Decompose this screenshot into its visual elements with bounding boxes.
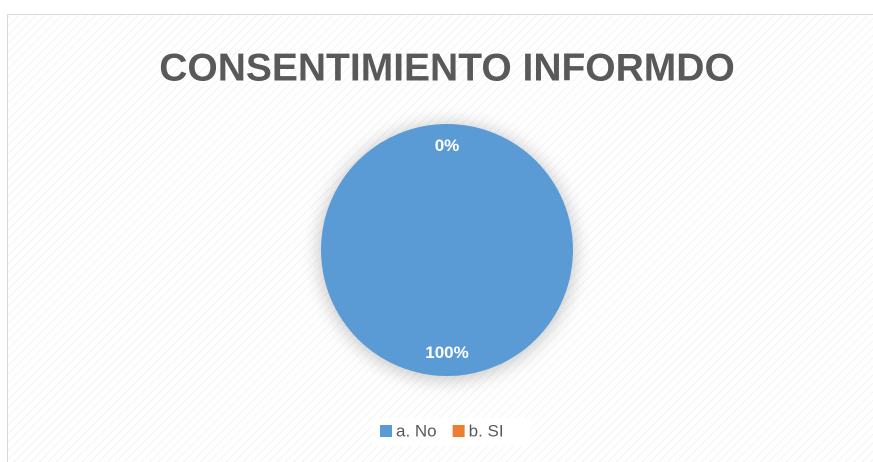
data-label: 0% (435, 136, 460, 155)
legend-swatch (380, 425, 392, 437)
data-label: 100% (425, 343, 468, 362)
legend-label: a. No (396, 421, 437, 440)
legend-swatch (452, 425, 465, 437)
legend: a. No b. SI (380, 421, 504, 440)
legend-label: b. SI (469, 421, 504, 440)
data-labels: 100% 0% (425, 136, 468, 362)
chart-title: CONSENTIMIENTO INFORMDO (159, 46, 735, 89)
pie-slice (321, 124, 573, 376)
legend-box (372, 418, 530, 446)
pie (321, 124, 573, 376)
